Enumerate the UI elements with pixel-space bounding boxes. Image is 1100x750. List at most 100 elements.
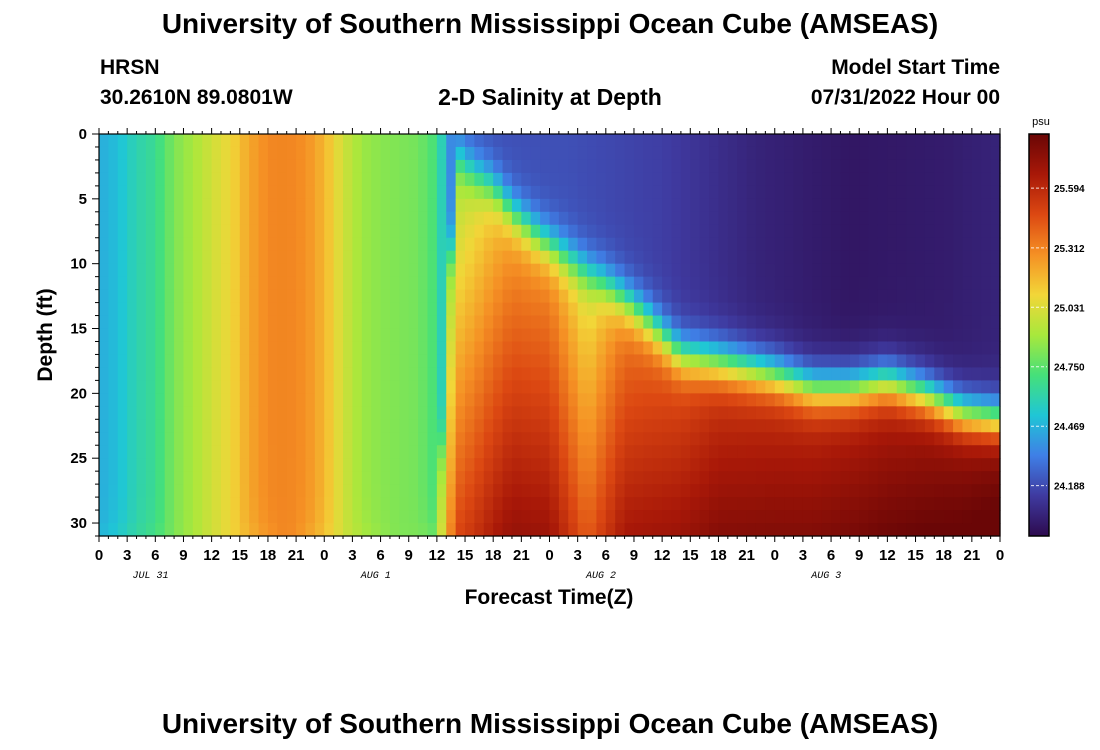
- heatmap-cell: [136, 146, 147, 161]
- heatmap-cell: [793, 159, 804, 174]
- colorbar-tick-label: 25.312: [1054, 244, 1085, 255]
- heatmap-cell: [174, 367, 185, 381]
- heatmap-cell: [436, 276, 447, 291]
- heatmap-cell: [211, 159, 222, 174]
- heatmap-cell: [962, 302, 973, 317]
- heatmap-cell: [605, 159, 616, 174]
- heatmap-cell: [436, 510, 447, 524]
- heatmap-cell: [333, 341, 344, 356]
- heatmap-cell: [643, 289, 654, 304]
- heatmap-cell: [849, 458, 860, 472]
- heatmap-cell: [934, 393, 945, 407]
- heatmap-cell: [277, 134, 288, 148]
- heatmap-cell: [117, 328, 128, 343]
- heatmap-cell: [145, 393, 156, 407]
- heatmap-cell: [164, 341, 175, 356]
- heatmap-cell: [108, 328, 119, 343]
- heatmap-cell: [371, 341, 382, 356]
- heatmap-cell: [314, 341, 325, 356]
- heatmap-cell: [136, 445, 147, 459]
- heatmap-cell: [934, 146, 945, 161]
- heatmap-cell: [436, 354, 447, 369]
- heatmap-cell: [427, 458, 438, 472]
- heatmap-cell: [530, 134, 541, 148]
- heatmap-cell: [718, 172, 729, 187]
- heatmap-cell: [267, 159, 278, 174]
- heatmap-cell: [624, 406, 635, 420]
- heatmap-cell: [990, 354, 1001, 369]
- heatmap-cell: [849, 250, 860, 265]
- heatmap-cell: [418, 523, 429, 537]
- heatmap-cell: [493, 445, 504, 459]
- heatmap-cell: [840, 276, 851, 291]
- heatmap-cell: [962, 159, 973, 174]
- heatmap-cell: [849, 445, 860, 459]
- heatmap-cell: [474, 419, 485, 433]
- heatmap-cell: [202, 315, 213, 330]
- heatmap-cell: [474, 367, 485, 381]
- heatmap-cell: [877, 341, 888, 356]
- heatmap-cell: [427, 471, 438, 485]
- heatmap-cell: [230, 471, 241, 485]
- heatmap-cell: [840, 341, 851, 356]
- heatmap-cell: [624, 341, 635, 356]
- heatmap-cell: [314, 146, 325, 161]
- heatmap-cell: [108, 458, 119, 472]
- heatmap-cell: [662, 159, 673, 174]
- x-tick-label: 21: [964, 547, 981, 564]
- heatmap-cell: [202, 471, 213, 485]
- heatmap-cell: [305, 185, 316, 200]
- heatmap-cell: [981, 354, 992, 369]
- heatmap-cell: [896, 211, 907, 226]
- heatmap-cell: [765, 224, 776, 239]
- heatmap-cell: [577, 458, 588, 472]
- heatmap-cell: [164, 458, 175, 472]
- heatmap-cell: [314, 471, 325, 485]
- heatmap-cell: [389, 172, 400, 187]
- heatmap-cell: [990, 159, 1001, 174]
- heatmap-cell: [990, 341, 1001, 356]
- heatmap-cell: [943, 198, 954, 213]
- heatmap-cell: [502, 523, 513, 537]
- heatmap-cell: [277, 484, 288, 498]
- heatmap-cell: [718, 302, 729, 317]
- heatmap-cell: [737, 380, 748, 394]
- heatmap-cell: [455, 510, 466, 524]
- heatmap-cell: [521, 484, 532, 498]
- heatmap-cell: [568, 510, 579, 524]
- heatmap-cell: [286, 523, 297, 537]
- heatmap-cell: [502, 458, 513, 472]
- heatmap-cell: [436, 172, 447, 187]
- heatmap-cell: [174, 458, 185, 472]
- heatmap-cell: [465, 289, 476, 304]
- heatmap-cell: [155, 237, 166, 252]
- heatmap-cell: [221, 172, 231, 187]
- heatmap-cell: [793, 328, 804, 343]
- heatmap-cell: [136, 406, 147, 420]
- heatmap-cell: [690, 237, 701, 252]
- heatmap-cell: [493, 393, 504, 407]
- heatmap-cell: [793, 484, 804, 498]
- heatmap-cell: [690, 276, 701, 291]
- heatmap-cell: [577, 198, 588, 213]
- heatmap-cell: [399, 419, 410, 433]
- heatmap-cell: [821, 237, 832, 252]
- heatmap-cell: [680, 510, 691, 524]
- heatmap-cell: [577, 276, 588, 291]
- heatmap-cell: [155, 159, 166, 174]
- heatmap-cell: [652, 211, 663, 226]
- heatmap-cell: [577, 289, 588, 304]
- heatmap-cell: [399, 471, 410, 485]
- heatmap-cell: [971, 393, 982, 407]
- heatmap-cell: [953, 237, 964, 252]
- heatmap-cell: [267, 497, 278, 511]
- heatmap-cell: [352, 419, 363, 433]
- heatmap-cell: [446, 445, 457, 459]
- heatmap-cell: [718, 432, 729, 446]
- heatmap-cell: [511, 289, 522, 304]
- heatmap-cell: [981, 302, 992, 317]
- heatmap-cell: [343, 406, 354, 420]
- heatmap-cell: [784, 159, 795, 174]
- heatmap-cell: [540, 263, 551, 278]
- heatmap-cell: [371, 419, 382, 433]
